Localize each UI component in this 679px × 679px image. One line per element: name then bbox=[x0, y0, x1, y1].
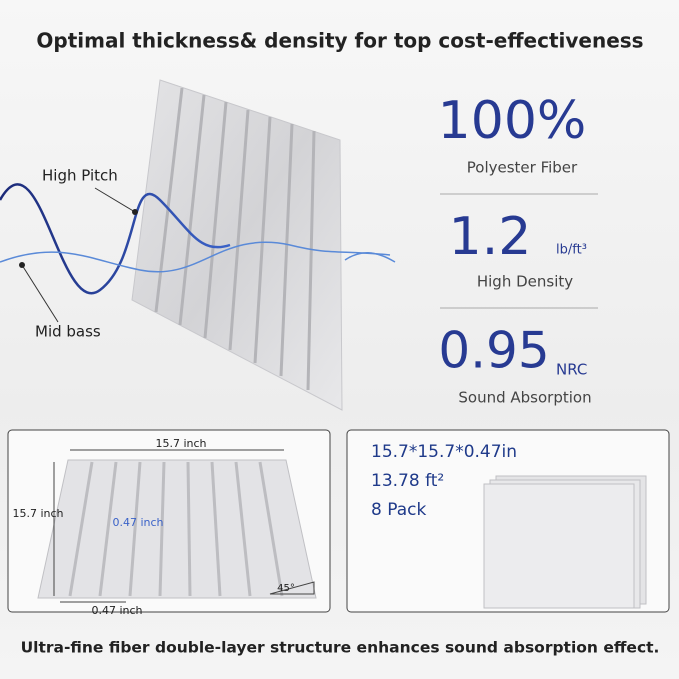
wave-label: Mid bass bbox=[35, 323, 101, 341]
stat-label: Sound Absorption bbox=[458, 389, 591, 407]
wave-label: High Pitch bbox=[42, 167, 118, 185]
stat-unit: lb/ft³ bbox=[556, 243, 587, 258]
panel-illustration bbox=[131, 79, 343, 411]
stat-label: Polyester Fiber bbox=[467, 159, 578, 177]
footer: Ultra-fine fiber double-layer structure … bbox=[21, 639, 660, 657]
package-size: 15.7*15.7*0.47in bbox=[371, 442, 517, 462]
stat-value: 100% bbox=[438, 91, 587, 151]
package-area: 13.78 ft² bbox=[371, 471, 444, 491]
dimension-label: 15.7 inch bbox=[12, 507, 63, 520]
waves bbox=[0, 183, 396, 323]
stat-value: 1.2 bbox=[449, 207, 532, 267]
dimension-label: 0.47 inch bbox=[91, 604, 142, 617]
title: Optimal thickness& density for top cost-… bbox=[36, 29, 643, 53]
dimension-label: 15.7 inch bbox=[155, 437, 206, 450]
panel-stack bbox=[483, 475, 647, 609]
angle-label: 45° bbox=[277, 583, 295, 594]
package-count: 8 Pack bbox=[371, 500, 426, 520]
stat-unit: NRC bbox=[556, 361, 587, 379]
panel-front bbox=[37, 449, 317, 603]
stat-value: 0.95 bbox=[438, 322, 549, 380]
stat-label: High Density bbox=[477, 273, 573, 291]
dimension-label: 0.47 inch bbox=[112, 516, 163, 529]
